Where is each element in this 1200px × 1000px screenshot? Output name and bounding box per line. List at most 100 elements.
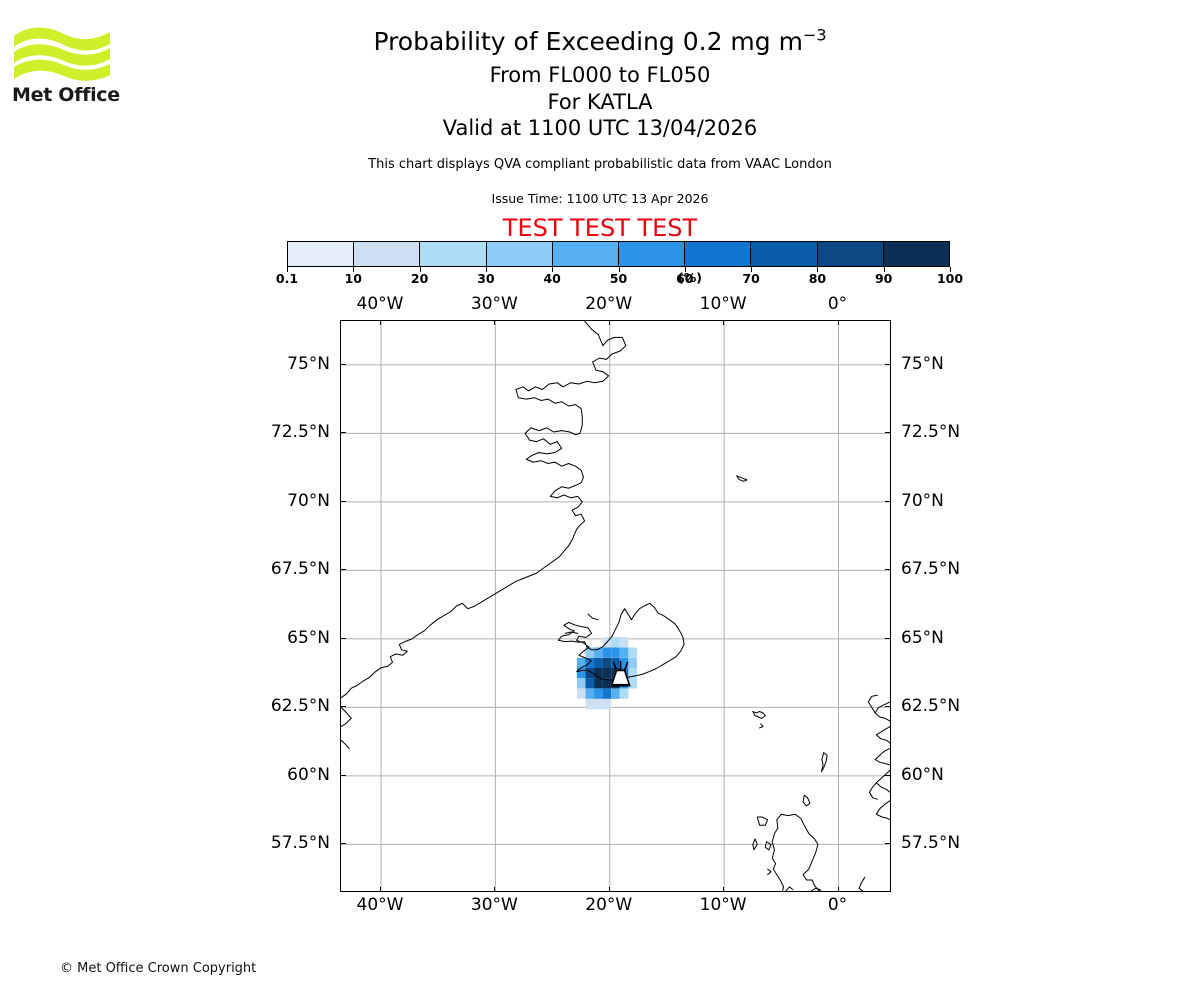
heatmap-cell: [628, 678, 637, 689]
lat-tick-left-57.5: [340, 843, 346, 845]
coastline-segment: [752, 711, 766, 719]
heatmap-cell: [602, 657, 612, 669]
volcano-name-subtitle: For KATLA: [547, 90, 653, 114]
heatmap-cell: [611, 647, 620, 658]
colorbar-tick-60: [684, 267, 686, 272]
coastline-segment: [875, 800, 890, 821]
coastline-segment: [756, 816, 769, 826]
lon-label-bottom-0: 0°: [827, 895, 848, 915]
lat-tick-right-57.5: [885, 843, 891, 845]
map-gridlines: [341, 321, 890, 891]
colorbar-tick-100: [950, 267, 951, 272]
lat-label-right-72.5: 72.5°N: [901, 422, 961, 443]
heatmap-cell: [602, 688, 612, 699]
colorbar-tick-50: [618, 267, 620, 272]
lat-label-right-65: 65°N: [901, 627, 944, 648]
lat-label-right-75: 75°N: [901, 353, 944, 374]
colorbar-tick-10: [353, 267, 355, 272]
coastline-segment: [875, 726, 890, 744]
map-plot-area[interactable]: [340, 320, 891, 892]
coastline-segment: [759, 723, 764, 729]
coastline-segment: [875, 769, 890, 793]
lon-tick-bottom--30: [494, 887, 496, 892]
colorbar-tick-label-70: 70: [742, 271, 760, 286]
heatmap-cell: [585, 688, 595, 699]
coastline-segment: [736, 475, 748, 482]
heatmap-cell: [594, 657, 603, 669]
heatmap-cell: [619, 657, 629, 669]
colorbar-tick-label-10: 10: [344, 271, 362, 286]
probability-colorbar: 0.1 10 20 30 40 50 60 70 80 90 100: [276, 241, 963, 286]
lat-label-right-70: 70°N: [901, 490, 944, 511]
coastline-segment: [810, 887, 821, 891]
heatmap-cell: [585, 668, 595, 679]
coastline-segment: [341, 706, 352, 728]
colorbar-tick-label-30: 30: [477, 271, 495, 286]
coastline-segment: [874, 701, 890, 722]
issue-time-text: Issue Time: 1100 UTC 13 Apr 2026: [491, 191, 709, 206]
colorbar-tick-90: [883, 267, 885, 272]
lat-tick-left-67.5: [340, 569, 346, 571]
lat-tick-left-62.5: [340, 706, 346, 708]
lon-tick-bottom-0: [837, 887, 839, 892]
lat-label-left-67.5: 67.5°N: [270, 559, 330, 580]
lat-label-left-57.5: 57.5°N: [270, 833, 330, 854]
lat-label-left-75: 75°N: [287, 353, 330, 374]
lat-tick-right-65: [885, 637, 891, 639]
lat-tick-right-75: [885, 363, 891, 365]
lon-tick-top-0: [837, 320, 839, 325]
page-title-superscript: −3: [802, 25, 827, 45]
colorbar-tick-70: [751, 267, 753, 272]
colorbar-tick-label-60: 60: [676, 271, 694, 286]
lon-label-bottom--10: 10°W: [699, 895, 747, 915]
coastline-segment: [868, 782, 878, 800]
lat-tick-left-75: [340, 363, 346, 365]
heatmap-cell: [611, 657, 620, 669]
lat-label-left-70: 70°N: [287, 490, 330, 511]
colorbar-tick-label-50: 50: [609, 271, 628, 286]
lat-tick-left-65: [340, 637, 346, 639]
colorbar-segment-5: [618, 242, 685, 266]
coastline-segment: [752, 838, 758, 851]
heatmap-cell: [602, 678, 612, 689]
colorbar-units-label: (%): [678, 270, 702, 285]
colorbar-segment-2: [419, 242, 486, 266]
colorbar-segment-4: [551, 242, 619, 266]
lon-tick-top--10: [723, 320, 725, 325]
heatmap-cell: [576, 668, 586, 679]
heatmap-cell: [585, 647, 595, 658]
coastline-segment: [858, 876, 866, 891]
coastline-segment: [780, 813, 822, 891]
lat-label-left-60: 60°N: [287, 764, 330, 785]
coastline-segment: [587, 613, 599, 621]
coastline-segment: [767, 868, 772, 876]
colorbar-tick-label-90: 90: [874, 271, 893, 286]
heatmap-cell: [611, 688, 620, 699]
heatmap-cell: [576, 657, 586, 669]
qva-note: This chart displays QVA compliant probab…: [368, 157, 832, 172]
heatmap-cell: [602, 668, 612, 679]
coastline-segment: [564, 631, 579, 634]
colorbar-tick-80: [817, 267, 819, 272]
lat-label-right-57.5: 57.5°N: [901, 833, 961, 854]
colorbar-segment-7: [750, 242, 817, 266]
coastline-segment: [341, 739, 350, 749]
heatmap-cell: [602, 647, 612, 658]
coastline-segment: [802, 794, 811, 807]
lon-label-top--10: 10°W: [699, 294, 747, 314]
heatmap-cell: [628, 668, 637, 679]
lon-tick-top--30: [494, 320, 496, 325]
met-office-wave-mark: [14, 27, 110, 81]
lat-tick-left-70: [340, 500, 346, 502]
heatmap-cell: [576, 678, 586, 689]
heatmap-cell: [594, 668, 603, 679]
coastline-segment: [820, 752, 828, 773]
lat-tick-right-60: [885, 774, 891, 776]
coastline-segment: [785, 886, 794, 891]
lat-label-right-60: 60°N: [901, 764, 944, 785]
colorbar-segment-8: [816, 242, 883, 266]
colorbar-segment-1: [353, 242, 420, 266]
coastline-segment: [557, 602, 685, 681]
katla-volcano-marker: [610, 660, 631, 687]
coastline-segment: [867, 694, 878, 714]
